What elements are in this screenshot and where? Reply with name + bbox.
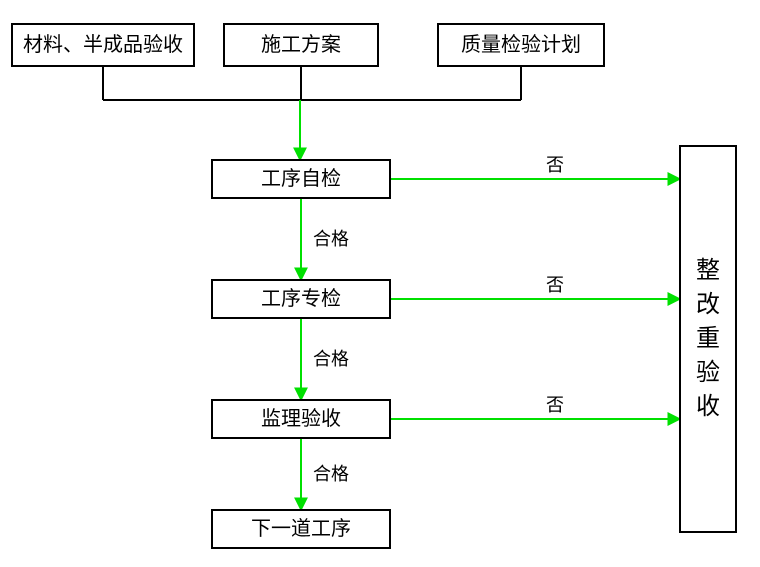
edge-label-fail: 否 [546,395,564,415]
node-label-right: 收 [696,393,720,420]
node-label-right: 验 [696,359,720,386]
node-label-right: 改 [696,291,720,318]
node-label-top1: 材料、半成品验收 [23,33,183,56]
node-label-s2: 工序专检 [261,287,341,310]
edge-label-pass: 合格 [313,349,349,369]
node-label-s1: 工序自检 [261,167,341,190]
node-label-right: 整 [696,257,720,284]
edge-label-fail: 否 [546,275,564,295]
node-label-s3: 监理验收 [261,407,341,430]
node-label-top2: 施工方案 [261,33,341,56]
edge-label-fail: 否 [546,155,564,175]
node-label-s4: 下一道工序 [251,517,351,540]
edge-label-pass: 合格 [313,229,349,249]
node-label-right: 重 [696,325,720,352]
node-label-top3: 质量检验计划 [461,33,581,56]
edge-label-pass: 合格 [313,464,349,484]
